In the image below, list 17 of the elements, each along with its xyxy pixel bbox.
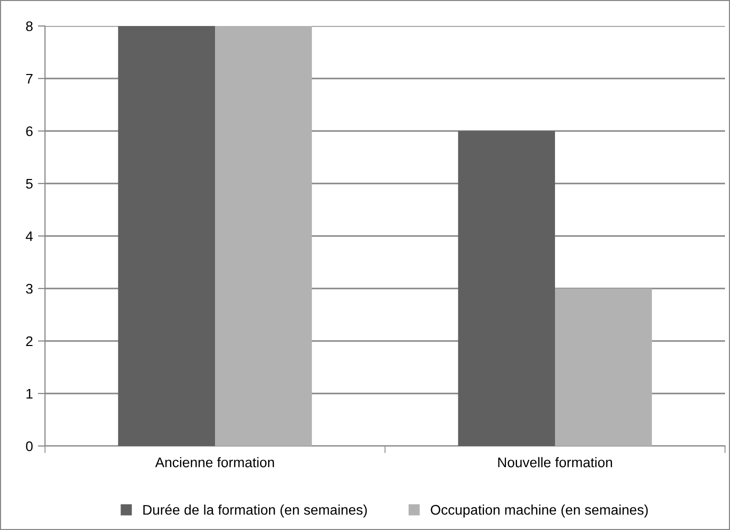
y-tick-label: 7	[26, 74, 32, 84]
bar	[458, 131, 555, 446]
y-tick-label: 8	[26, 21, 33, 32]
y-tick-label: 5	[26, 178, 33, 189]
legend-label: Durée de la formation (en semaines)	[143, 504, 367, 518]
y-tick-label: 4	[26, 231, 33, 242]
y-tick-label: 6	[26, 126, 33, 136]
y-tick-label: 0	[26, 441, 33, 452]
x-tick-label: Nouvelle formation	[498, 457, 612, 468]
bar	[555, 288, 652, 446]
y-tick-label: 3	[26, 284, 33, 294]
legend-label: Occupation machine (en semaines)	[430, 504, 648, 518]
y-tick-label: 1	[26, 388, 33, 399]
y-tick-label: 2	[26, 336, 32, 346]
bar	[215, 26, 312, 446]
x-tick-label: Ancienne formation	[155, 457, 274, 468]
bar	[118, 26, 215, 446]
